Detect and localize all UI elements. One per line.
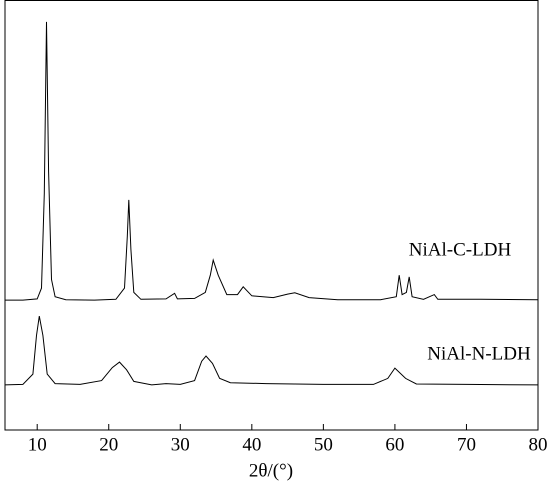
- data-line: [5, 21, 539, 301]
- x-axis-label: 2θ/(°): [249, 460, 293, 481]
- x-tick-label: 30: [171, 434, 190, 455]
- x-tick-label: 10: [28, 434, 47, 455]
- x-tick-label: 50: [314, 434, 333, 455]
- x-tick-label: 80: [529, 434, 548, 455]
- x-tick-label: 70: [457, 434, 476, 455]
- series-label: NiAl-C-LDH: [409, 239, 512, 260]
- x-tick-label: 20: [99, 434, 118, 455]
- data-line: [4, 316, 539, 386]
- x-tick-label: 40: [242, 434, 261, 455]
- x-tick-label: 60: [385, 434, 404, 455]
- plot-frame: [4, 0, 539, 431]
- series-label: NiAl-N-LDH: [427, 343, 531, 364]
